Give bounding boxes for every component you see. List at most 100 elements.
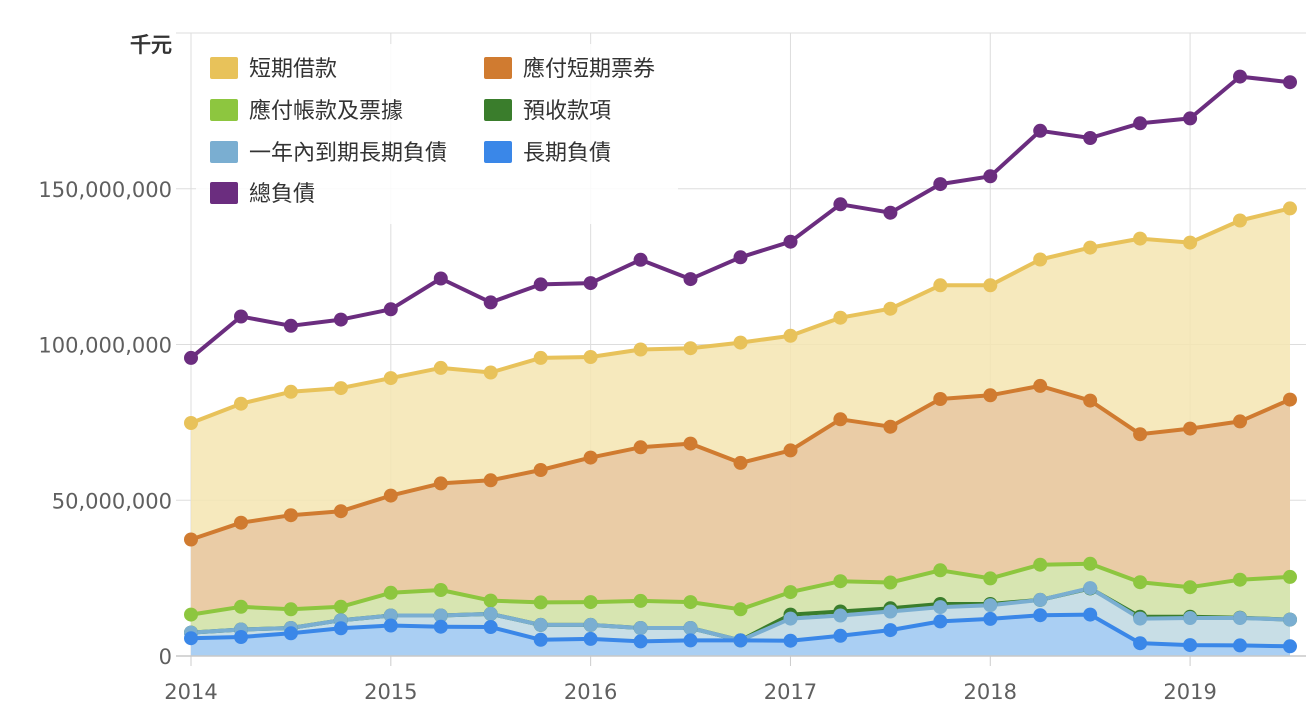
point-一年內到期長期負債[interactable] [1283,612,1297,627]
point-短期借款[interactable] [1283,201,1297,216]
point-一年內到期長期負債[interactable] [1233,611,1247,625]
point-應付短期票券[interactable] [883,419,898,434]
point-長期負債[interactable] [883,623,898,638]
point-應付短期票券[interactable] [333,504,348,519]
point-應付帳款及票據[interactable] [1233,572,1247,587]
point-一年內到期長期負債[interactable] [933,600,948,615]
point-總負債[interactable] [1133,116,1148,131]
point-應付帳款及票據[interactable] [733,602,748,617]
point-應付帳款及票據[interactable] [683,595,698,610]
point-應付帳款及票據[interactable] [433,583,448,597]
point-一年內到期長期負債[interactable] [833,608,848,623]
point-應付短期票券[interactable] [733,455,748,470]
point-總負債[interactable] [383,302,398,317]
point-應付帳款及票據[interactable] [583,595,598,610]
point-短期借款[interactable] [483,365,498,380]
point-短期借款[interactable] [1233,213,1247,228]
legend-item[interactable]: 短期借款 [210,57,337,82]
point-應付帳款及票據[interactable] [1283,569,1297,584]
point-應付短期票券[interactable] [533,463,548,477]
point-短期借款[interactable] [1033,252,1048,267]
point-應付短期票券[interactable] [583,450,598,465]
legend-item[interactable]: 預收款項 [484,99,611,124]
point-短期借款[interactable] [433,360,448,375]
legend-item[interactable]: 總負債 [210,182,315,207]
point-應付短期票券[interactable] [184,532,198,547]
point-長期負債[interactable] [533,632,548,647]
point-長期負債[interactable] [383,618,398,633]
point-長期負債[interactable] [283,626,298,641]
point-應付帳款及票據[interactable] [383,585,398,600]
point-應付短期票券[interactable] [1233,414,1247,429]
point-一年內到期長期負債[interactable] [633,621,648,635]
point-應付帳款及票據[interactable] [483,593,498,608]
point-總負債[interactable] [1233,69,1247,84]
point-短期借款[interactable] [583,350,598,364]
point-長期負債[interactable] [933,614,948,629]
point-總負債[interactable] [333,312,348,327]
point-應付帳款及票據[interactable] [184,607,198,622]
point-應付帳款及票據[interactable] [783,585,798,600]
point-應付帳款及票據[interactable] [933,563,948,578]
point-應付短期票券[interactable] [1083,393,1098,408]
point-應付短期票券[interactable] [1183,421,1198,436]
point-總負債[interactable] [683,272,698,287]
point-長期負債[interactable] [633,634,648,649]
point-應付帳款及票據[interactable] [883,575,898,590]
legend-item[interactable]: 長期負債 [484,141,611,166]
point-應付帳款及票據[interactable] [1133,575,1148,590]
point-一年內到期長期負債[interactable] [683,621,698,635]
legend-item[interactable]: 應付帳款及票據 [210,98,403,124]
point-短期借款[interactable] [333,381,348,396]
point-應付帳款及票據[interactable] [333,599,348,614]
point-長期負債[interactable] [1233,638,1247,653]
point-應付短期票券[interactable] [483,473,498,488]
point-長期負債[interactable] [234,630,248,644]
point-長期負債[interactable] [583,631,598,646]
point-應付短期票券[interactable] [433,476,448,491]
point-應付帳款及票據[interactable] [1033,557,1048,572]
point-應付短期票券[interactable] [633,440,648,455]
point-一年內到期長期負債[interactable] [583,617,598,632]
point-總負債[interactable] [633,252,648,267]
point-短期借款[interactable] [184,416,198,430]
point-長期負債[interactable] [333,621,348,636]
point-應付帳款及票據[interactable] [533,595,548,610]
point-應付短期票券[interactable] [783,443,798,458]
point-長期負債[interactable] [1283,639,1297,654]
point-短期借款[interactable] [683,341,698,356]
point-總負債[interactable] [583,276,598,291]
legend-item[interactable]: 應付短期票券 [484,56,655,82]
point-一年內到期長期負債[interactable] [383,608,398,623]
point-一年內到期長期負債[interactable] [983,598,998,613]
point-長期負債[interactable] [1033,608,1048,623]
point-長期負債[interactable] [833,628,848,643]
point-短期借款[interactable] [883,301,898,316]
point-短期借款[interactable] [833,310,848,325]
point-長期負債[interactable] [683,633,698,648]
point-總負債[interactable] [833,197,848,212]
point-總負債[interactable] [483,295,498,310]
point-應付帳款及票據[interactable] [1083,556,1098,571]
point-一年內到期長期負債[interactable] [883,604,898,619]
point-總負債[interactable] [433,271,448,286]
point-短期借款[interactable] [1133,231,1148,246]
point-總負債[interactable] [533,277,548,292]
point-總負債[interactable] [783,234,798,249]
point-總負債[interactable] [283,318,298,333]
point-應付短期票券[interactable] [983,388,998,403]
point-總負債[interactable] [933,177,948,192]
legend-item[interactable]: 一年內到期長期負債 [210,141,447,166]
point-長期負債[interactable] [483,620,498,634]
point-應付短期票券[interactable] [234,515,248,530]
point-短期借款[interactable] [733,335,748,350]
point-總負債[interactable] [1083,131,1098,145]
point-應付短期票券[interactable] [283,508,298,523]
point-長期負債[interactable] [783,633,798,648]
point-總負債[interactable] [1183,111,1198,126]
point-總負債[interactable] [1033,123,1048,138]
point-總負債[interactable] [1283,75,1297,90]
point-應付短期票券[interactable] [933,392,948,406]
point-長期負債[interactable] [1083,607,1098,622]
point-一年內到期長期負債[interactable] [483,606,498,621]
